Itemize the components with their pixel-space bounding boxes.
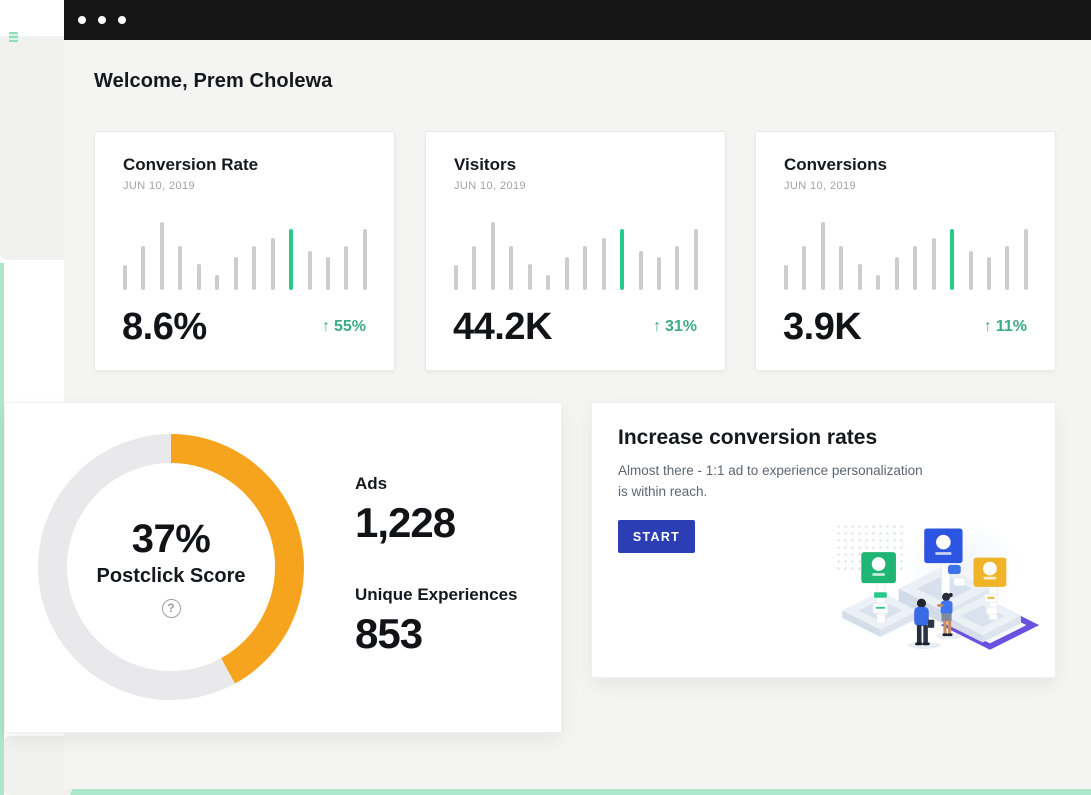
increase-conversion-card: Increase conversion rates Almost there -… (591, 402, 1056, 678)
start-button[interactable]: START (618, 520, 695, 553)
stat-value-unique-experiences: 853 (355, 610, 423, 657)
delta-value: 11% (995, 318, 1027, 335)
promo-body: Almost there - 1:1 ad to experience pers… (618, 463, 923, 500)
stat-card-conversion-rate: Conversion Rate JUN 10, 2019 8.6% ↑ 55% (94, 131, 395, 371)
bar-chart (784, 222, 1028, 290)
donut-percent: 37% (131, 516, 211, 561)
up-arrow-icon: ↑ (321, 318, 330, 335)
mint-flag-decoration (9, 32, 18, 42)
help-icon[interactable]: ? (161, 598, 181, 618)
stat-label-unique-experiences: Unique Experiences (355, 585, 518, 604)
donut-label: Postclick Score (96, 564, 246, 587)
stat-card-visitors: Visitors JUN 10, 2019 44.2K ↑ 31% (425, 131, 726, 371)
promo-title: Increase conversion rates (618, 426, 878, 449)
mint-accent-bottom (70, 789, 1091, 795)
window-control-dot[interactable] (118, 16, 126, 24)
donut-stats: Ads 1,228 Unique Experiences 853 (355, 474, 518, 658)
delta-value: 31% (664, 318, 697, 335)
mint-accent-left (0, 263, 4, 795)
bar-chart (123, 222, 367, 290)
card-date: JUN 10, 2019 (454, 180, 527, 192)
card-date: JUN 10, 2019 (123, 180, 196, 192)
up-arrow-icon: ↑ (652, 318, 661, 335)
metric-value: 8.6% (122, 306, 207, 348)
background-panel-top-left (0, 36, 70, 260)
metric-delta: ↑ 31% (653, 318, 697, 336)
stat-value-ads: 1,228 (355, 499, 456, 546)
stat-label-ads: Ads (355, 474, 388, 493)
background-panel-bottom-left (4, 736, 72, 795)
postclick-score-card: 37% Postclick Score ? Ads 1,228 Unique E… (4, 402, 562, 733)
metric-delta: ↑ 55% (322, 318, 366, 336)
delta-value: 55% (333, 318, 366, 335)
metric-value: 44.2K (453, 306, 552, 348)
isometric-illustration (842, 528, 1040, 650)
illustration-graphic (833, 505, 1041, 665)
metric-value: 3.9K (783, 306, 862, 348)
card-title: Conversions (784, 155, 887, 174)
window-control-dot[interactable] (98, 16, 106, 24)
card-title: Conversion Rate (123, 155, 259, 174)
up-arrow-icon: ↑ (983, 318, 992, 335)
page-title: Welcome, Prem Cholewa (94, 70, 333, 92)
window-control-dot[interactable] (78, 16, 86, 24)
metric-delta: ↑ 11% (984, 318, 1027, 336)
stat-card-conversions: Conversions JUN 10, 2019 3.9K ↑ 11% (755, 131, 1056, 371)
bar-chart (454, 222, 698, 290)
window-titlebar (64, 0, 1091, 40)
card-date: JUN 10, 2019 (784, 180, 857, 192)
donut-chart: 37% Postclick Score ? (38, 434, 304, 700)
donut-center: 37% Postclick Score ? (67, 463, 275, 671)
card-title: Visitors (454, 155, 517, 174)
